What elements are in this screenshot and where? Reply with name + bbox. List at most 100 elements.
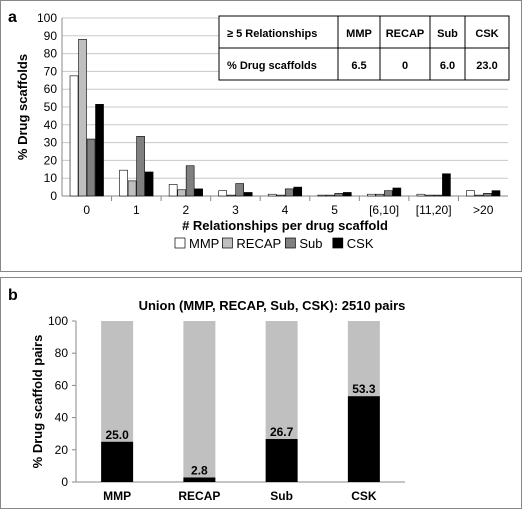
y-tick-label: 80	[44, 47, 58, 61]
x-tick-label: [6,10]	[369, 203, 399, 217]
y-tick-label: 30	[44, 136, 58, 150]
bar-value-csk	[347, 396, 380, 482]
bar-csk-7	[442, 173, 451, 197]
bar-mmp-5	[317, 194, 327, 197]
x-tick-label: 0	[83, 203, 90, 217]
inset-table-header-cell: ≥ 5 Relationships	[227, 28, 317, 40]
y-tick-label: 60	[44, 82, 58, 96]
bar-sub-4	[284, 188, 294, 197]
inset-table-header-cell: RECAP	[386, 28, 425, 40]
bar-recap-0	[78, 39, 87, 197]
bar-mmp-4	[267, 193, 277, 197]
data-label: 53.3	[352, 382, 376, 396]
inset-table-value-cell: 6.0	[440, 60, 455, 72]
y-tick-label: 10	[44, 171, 58, 185]
data-label: 26.7	[270, 425, 294, 439]
bar-value-sub	[265, 439, 298, 482]
bar-csk-5	[343, 192, 352, 197]
x-tick-label: MMP	[103, 489, 131, 503]
y-tick-label: 20	[55, 443, 69, 457]
inset-table-value-cell: 6.5	[351, 60, 366, 72]
x-tick-label: Sub	[270, 489, 293, 503]
bar-sub-2	[185, 165, 195, 197]
bar-recap-7	[425, 194, 434, 197]
x-tick-label: [11,20]	[416, 203, 452, 217]
bar-value-mmp	[101, 441, 134, 482]
bar-remainder-csk	[347, 321, 380, 397]
x-tick-label: >20	[473, 203, 494, 217]
bar-sub-0	[86, 138, 96, 197]
bar-recap-6	[375, 193, 385, 197]
y-tick-label: 40	[55, 411, 69, 425]
y-tick-label: 50	[44, 100, 58, 114]
bar-remainder-sub	[265, 321, 298, 440]
x-tick-label: 3	[232, 203, 239, 217]
bar-csk-3	[243, 192, 253, 197]
bar-mmp-6	[367, 193, 376, 197]
y-axis-title: % Drug scaffolds	[15, 54, 30, 160]
y-tick-label: 0	[50, 189, 57, 203]
x-tick-label: 4	[282, 203, 289, 217]
panel-b-chart: Union (MMP, RECAP, Sub, CSK): 2510 pairs…	[30, 298, 405, 503]
y-tick-label: 60	[55, 378, 69, 392]
bar-recap-3	[226, 194, 236, 197]
inset-table-value-cell: 0	[402, 60, 408, 72]
y-tick-label: 20	[44, 153, 58, 167]
y-tick-label: 80	[55, 346, 69, 360]
panel-a-letter: a	[8, 9, 17, 26]
legend-swatch-recap	[222, 237, 233, 249]
y-tick-label: 100	[37, 11, 57, 25]
x-tick-label: RECAP	[178, 489, 220, 503]
bar-csk-0	[95, 104, 104, 197]
y-tick-label: 0	[61, 475, 68, 489]
bar-sub-1	[136, 136, 145, 197]
data-label: 25.0	[105, 428, 129, 442]
bar-recap-4	[276, 194, 286, 197]
bar-mmp-0	[69, 75, 79, 197]
inset-table-value-cell: % Drug scaffolds	[227, 60, 317, 72]
legend-swatch-sub	[285, 237, 296, 249]
bar-csk-1	[144, 171, 154, 197]
bar-csk-2	[194, 188, 203, 197]
inset-table-header-cell: MMP	[346, 28, 372, 40]
bar-sub-7	[433, 194, 443, 197]
inset-table-value-cell: 23.0	[476, 60, 497, 72]
bar-recap-8	[474, 194, 484, 197]
bar-sub-6	[384, 190, 393, 197]
bar-recap-2	[177, 189, 186, 197]
chart-b-title: Union (MMP, RECAP, Sub, CSK): 2510 pairs	[139, 298, 406, 313]
bar-mmp-2	[168, 184, 178, 197]
legend-label-recap: RECAP	[236, 236, 281, 251]
bar-value-recap	[183, 477, 216, 482]
bar-mmp-1	[119, 169, 128, 197]
legend-label-sub: Sub	[299, 236, 322, 251]
legend-label-csk: CSK	[347, 236, 374, 251]
x-tick-label: CSK	[351, 489, 377, 503]
panel-b-letter: b	[8, 287, 18, 304]
y-tick-label: 70	[44, 64, 58, 78]
bar-mmp-8	[466, 190, 475, 197]
y-tick-label: 40	[44, 118, 58, 132]
y-tick-label: 100	[48, 314, 68, 328]
x-axis-title: # Relationships per drug scaffold	[182, 218, 388, 233]
bar-csk-4	[293, 186, 303, 197]
legend-swatch-mmp	[174, 237, 186, 249]
bar-sub-3	[235, 183, 244, 197]
data-label: 2.8	[191, 463, 208, 477]
bar-csk-6	[392, 187, 402, 197]
bar-recap-1	[127, 180, 137, 197]
bar-remainder-mmp	[101, 321, 134, 442]
y-tick-label: 90	[44, 29, 58, 43]
bar-sub-8	[483, 193, 492, 197]
bar-mmp-7	[416, 193, 426, 197]
bar-recap-5	[326, 194, 335, 197]
bar-csk-8	[491, 190, 501, 197]
legend-swatch-csk	[332, 237, 344, 249]
bar-sub-5	[334, 193, 344, 197]
x-tick-label: 5	[331, 203, 338, 217]
inset-table-header-cell: CSK	[475, 28, 498, 40]
inset-table-header-cell: Sub	[437, 28, 458, 40]
panel-a-chart: 0 10 20 30 40 50 60 70 80 90 100 0 1 2 3 4 5 [6,10] [11,20…	[15, 11, 510, 251]
y-axis-title: % Drug scaffold pairs	[30, 335, 45, 469]
